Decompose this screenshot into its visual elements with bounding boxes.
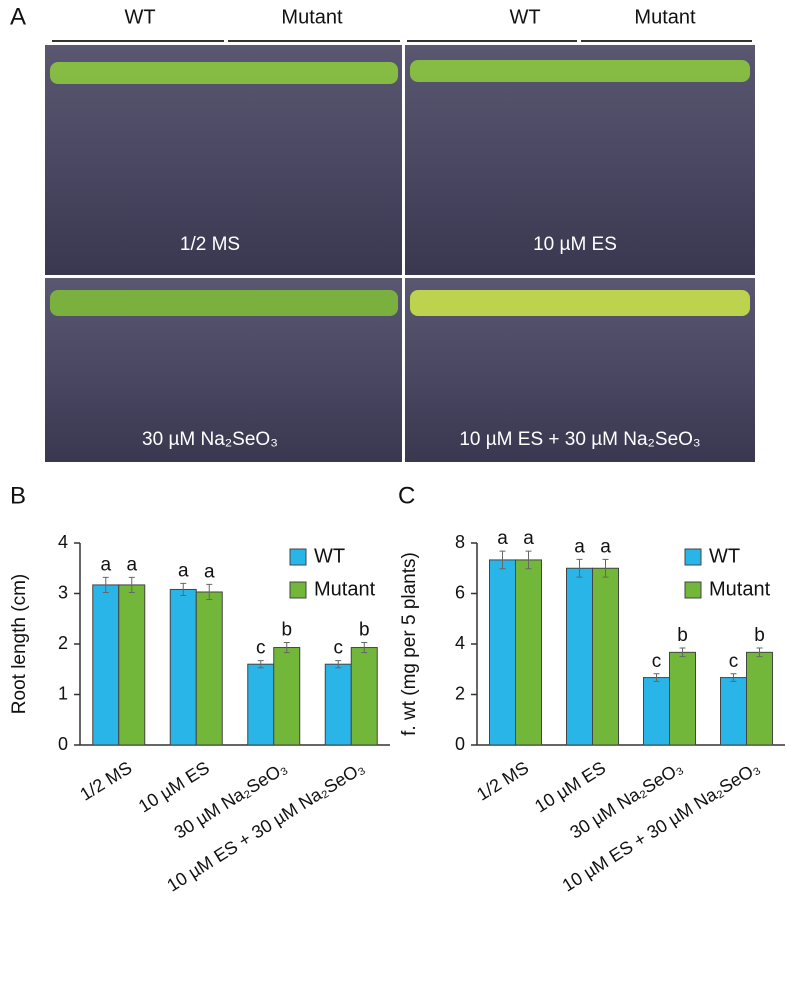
error-bar bbox=[102, 576, 109, 593]
bar bbox=[273, 647, 301, 746]
legend-label: WT bbox=[709, 545, 740, 567]
legend-swatch bbox=[684, 548, 702, 566]
seedlings bbox=[50, 62, 398, 84]
significance-letter: b bbox=[677, 625, 688, 646]
y-tick-label: 0 bbox=[455, 734, 465, 754]
column-header: Mutant bbox=[281, 6, 343, 28]
column-header: Mutant bbox=[634, 6, 696, 28]
significance-letter: c bbox=[334, 638, 344, 659]
bar bbox=[669, 651, 696, 746]
y-tick-label: 1 bbox=[58, 683, 68, 703]
seedlings bbox=[410, 60, 750, 82]
legend-label: Mutant bbox=[314, 578, 376, 600]
plate-photo bbox=[405, 45, 755, 275]
bar bbox=[515, 559, 542, 746]
x-tick-label: 1/2 MS bbox=[473, 757, 532, 804]
error-bar bbox=[283, 641, 290, 654]
bar bbox=[247, 663, 275, 746]
plate-label: 10 µM ES + 30 µM Na₂SeO₃ bbox=[459, 429, 700, 450]
column-header: WT bbox=[124, 6, 155, 28]
significance-letter: a bbox=[523, 528, 534, 549]
photo-panel: WT Mutant WT Mutant 1/2 MS 10 µM ES 30 µ… bbox=[45, 6, 755, 462]
bar bbox=[746, 651, 773, 746]
error-bar bbox=[499, 550, 506, 570]
legend-swatch bbox=[289, 581, 307, 599]
y-tick-label: 2 bbox=[455, 683, 465, 703]
significance-letter: c bbox=[256, 638, 266, 659]
significance-letter: a bbox=[178, 560, 189, 581]
column-header: WT bbox=[509, 6, 540, 28]
significance-letter: a bbox=[574, 536, 585, 557]
significance-letter: a bbox=[600, 536, 611, 557]
error-bar bbox=[653, 673, 660, 682]
significance-letter: c bbox=[652, 651, 662, 672]
legend-swatch bbox=[684, 581, 702, 599]
error-bar bbox=[335, 660, 342, 669]
error-bar bbox=[361, 641, 368, 654]
legend-label: WT bbox=[314, 545, 345, 567]
error-bar bbox=[128, 576, 135, 593]
significance-letter: a bbox=[204, 561, 215, 582]
error-bar bbox=[602, 558, 609, 578]
x-tick-label: 1/2 MS bbox=[76, 757, 135, 804]
y-tick-label: 0 bbox=[58, 734, 68, 754]
bar bbox=[118, 584, 146, 746]
bar bbox=[169, 588, 197, 746]
bar bbox=[92, 584, 120, 746]
significance-letter: b bbox=[359, 620, 370, 641]
error-bar bbox=[576, 558, 583, 578]
significance-letter: b bbox=[281, 620, 292, 641]
bar bbox=[324, 663, 352, 746]
plate-label: 10 µM ES bbox=[533, 234, 617, 255]
plate-label: 30 µM Na₂SeO₃ bbox=[142, 429, 278, 450]
error-bar bbox=[206, 583, 213, 601]
significance-letter: a bbox=[497, 528, 508, 549]
y-axis-label: f. wt (mg per 5 plants) bbox=[399, 552, 420, 736]
significance-letter: a bbox=[100, 554, 111, 575]
bar bbox=[643, 677, 670, 746]
bar bbox=[566, 567, 593, 746]
y-tick-label: 4 bbox=[58, 532, 68, 552]
error-bar bbox=[257, 660, 264, 669]
y-tick-label: 8 bbox=[455, 532, 465, 552]
bar bbox=[489, 559, 516, 746]
bar bbox=[195, 591, 223, 746]
error-bar bbox=[180, 582, 187, 597]
significance-letter: c bbox=[729, 651, 739, 672]
error-bar bbox=[756, 647, 763, 658]
error-bar bbox=[730, 673, 737, 682]
y-tick-label: 2 bbox=[58, 633, 68, 653]
plate-label: 1/2 MS bbox=[180, 234, 240, 255]
bar bbox=[592, 567, 619, 746]
error-bar bbox=[525, 550, 532, 570]
bar bbox=[720, 677, 747, 746]
legend-swatch bbox=[289, 548, 307, 566]
panel-label: A bbox=[10, 3, 26, 30]
bar bbox=[350, 647, 378, 746]
y-axis-label: Root length (cm) bbox=[9, 574, 30, 714]
error-bar bbox=[679, 647, 686, 658]
legend-label: Mutant bbox=[709, 578, 771, 600]
y-tick-label: 3 bbox=[58, 582, 68, 602]
seedlings bbox=[50, 290, 398, 316]
panel-label: B bbox=[10, 482, 26, 509]
panel-label: C bbox=[398, 482, 415, 509]
significance-letter: a bbox=[126, 554, 137, 575]
significance-letter: b bbox=[754, 625, 765, 646]
y-tick-label: 6 bbox=[455, 582, 465, 602]
seedlings bbox=[410, 290, 750, 316]
y-tick-label: 4 bbox=[455, 633, 465, 653]
